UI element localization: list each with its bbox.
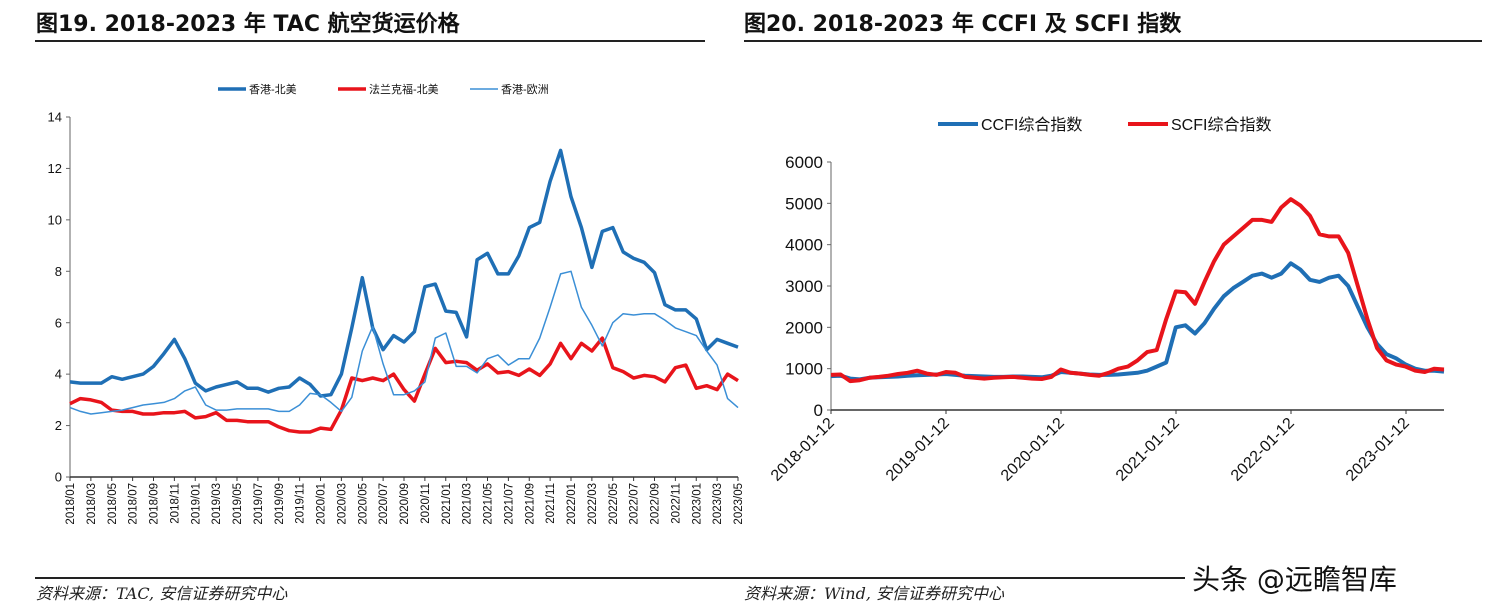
y-tick-label: 1000 xyxy=(785,360,823,379)
x-tick-label: 2020/05 xyxy=(357,483,369,525)
x-tick-label: 2021/09 xyxy=(524,483,536,525)
y-tick-label: 0 xyxy=(55,470,62,485)
x-tick-label: 2019/09 xyxy=(274,483,286,525)
x-tick-label: 2020/07 xyxy=(378,483,390,525)
right-chart-title: 图20. 2018-2023 年 CCFI 及 SCFI 指数 xyxy=(744,12,1182,37)
x-tick-label: 2020/01 xyxy=(316,483,328,525)
x-tick-label: 2023/05 xyxy=(733,483,745,525)
y-tick-label: 2000 xyxy=(785,318,823,337)
x-tick-label: 2018-01-12 xyxy=(768,415,838,485)
x-tick-label: 2022/03 xyxy=(587,483,599,525)
legend-label: 香港-欧洲 xyxy=(501,83,549,96)
y-tick-label: 4 xyxy=(55,367,62,382)
x-tick-label: 2021/03 xyxy=(462,483,474,525)
x-tick-label: 2021/11 xyxy=(545,483,557,524)
left-source-note: 资料来源：TAC, 安信证券研究中心 xyxy=(36,584,288,603)
charts-canvas: 0 2 4 6 8 10 12 14 2018/01 2018/03 2018/05 2018/07 2… xyxy=(48,82,1445,525)
x-tick-label: 2019/05 xyxy=(232,483,244,525)
x-tick-label: 2020/11 xyxy=(420,483,432,524)
x-tick-label: 2020/09 xyxy=(399,483,411,525)
x-tick-label: 2019/11 xyxy=(295,483,307,524)
x-tick-label: 2020/03 xyxy=(336,483,348,525)
x-tick-label: 2018/09 xyxy=(149,483,161,525)
y-tick-label: 3000 xyxy=(785,277,823,296)
x-tick-label: 2018/01 xyxy=(65,483,77,525)
x-tick-label: 2018/07 xyxy=(128,483,140,525)
x-tick-label: 2022/05 xyxy=(608,483,620,525)
x-tick-label: 2022-01-12 xyxy=(1228,415,1298,485)
x-tick-label: 2019/03 xyxy=(211,483,223,525)
y-tick-label: 5000 xyxy=(785,194,823,213)
y-tick-label: 2 xyxy=(55,418,62,433)
x-tick-label: 2021/07 xyxy=(503,483,515,525)
x-tick-label: 2023/03 xyxy=(712,483,724,525)
x-tick-label: 2022/11 xyxy=(670,483,682,524)
title-divider-right xyxy=(744,40,1482,42)
x-tick-label: 2018/03 xyxy=(86,483,98,525)
x-tick-label: 2021/05 xyxy=(483,483,495,525)
x-tick-label: 2018/11 xyxy=(169,483,181,524)
left-chart: 0 2 4 6 8 10 12 14 2018/01 2018/03 2018/05 2018/07 2… xyxy=(48,82,745,525)
series-line-1 xyxy=(69,336,739,434)
y-tick-label: 0 xyxy=(814,401,823,420)
legend-label: 香港-北美 xyxy=(249,83,297,96)
left-chart-title: 图19. 2018-2023 年 TAC 航空货运价格 xyxy=(36,12,460,37)
x-tick-label: 2018/05 xyxy=(107,483,119,525)
x-tick-label: 2021/01 xyxy=(441,483,453,525)
x-tick-label: 2022/07 xyxy=(629,483,641,525)
x-tick-label: 2019-01-12 xyxy=(883,415,953,485)
y-tick-label: 14 xyxy=(48,110,62,125)
x-tick-label: 2023/01 xyxy=(691,483,703,525)
x-tick-label: 2020-01-12 xyxy=(998,415,1068,485)
watermark: 头条 @远瞻智库 xyxy=(1188,558,1401,598)
right-source-note: 资料来源：Wind, 安信证券研究中心 xyxy=(744,584,1005,603)
title-divider-left xyxy=(35,40,705,42)
series-line-0 xyxy=(69,148,739,398)
y-tick-label: 8 xyxy=(55,264,62,279)
footer-divider xyxy=(35,577,1185,579)
y-tick-label: 6 xyxy=(55,315,62,330)
y-tick-label: 10 xyxy=(48,212,62,227)
y-tick-label: 12 xyxy=(48,161,62,176)
legend-label: 法兰克福-北美 xyxy=(369,82,439,96)
x-tick-label: 2019/01 xyxy=(190,483,202,525)
x-tick-label: 2021-01-12 xyxy=(1113,415,1183,485)
x-tick-label: 2022/01 xyxy=(566,483,578,525)
x-tick-label: 2019/07 xyxy=(253,483,265,525)
x-tick-label: 2023-01-12 xyxy=(1343,415,1413,485)
y-tick-label: 4000 xyxy=(785,236,823,255)
x-tick-label: 2022/09 xyxy=(650,483,662,525)
legend-label: SCFI综合指数 xyxy=(1171,116,1271,134)
y-tick-label: 6000 xyxy=(785,153,823,172)
legend-label: CCFI综合指数 xyxy=(981,116,1082,134)
right-chart: 0 1000 2000 3000 4000 5000 6000 2018-01-12 2019-… xyxy=(768,116,1445,485)
